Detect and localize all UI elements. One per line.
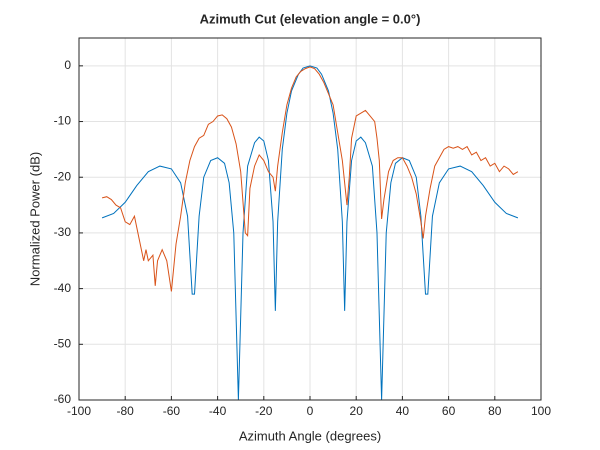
x-tick-label: -100 bbox=[67, 404, 91, 418]
x-tick-label: 100 bbox=[531, 404, 551, 418]
x-tick-label: 0 bbox=[307, 404, 314, 418]
data-line bbox=[101, 65, 519, 400]
chart-title: Azimuth Cut (elevation angle = 0.0°) bbox=[200, 11, 421, 26]
y-tick-label: 0 bbox=[64, 58, 71, 72]
x-tick-label: -80 bbox=[117, 404, 135, 418]
x-tick-label: -60 bbox=[163, 404, 181, 418]
x-axis-label: Azimuth Angle (degrees) bbox=[239, 428, 381, 443]
x-tick-label: 80 bbox=[488, 404, 502, 418]
y-tick-label: -10 bbox=[54, 114, 72, 128]
x-tick-label: 60 bbox=[442, 404, 456, 418]
y-tick-label: -20 bbox=[54, 169, 72, 183]
y-tick-label: -30 bbox=[54, 225, 72, 239]
y-tick-label: -60 bbox=[54, 392, 72, 406]
plot-area bbox=[101, 65, 519, 400]
x-tick-label: 20 bbox=[350, 404, 364, 418]
x-tick-label: 40 bbox=[396, 404, 410, 418]
x-tick-label: -20 bbox=[255, 404, 273, 418]
x-tick-label: -40 bbox=[209, 404, 227, 418]
y-axis-label: Normalized Power (dB) bbox=[27, 152, 42, 286]
y-tick-label: -40 bbox=[54, 281, 72, 295]
data-line bbox=[101, 66, 519, 292]
y-tick-label: -50 bbox=[54, 336, 72, 350]
